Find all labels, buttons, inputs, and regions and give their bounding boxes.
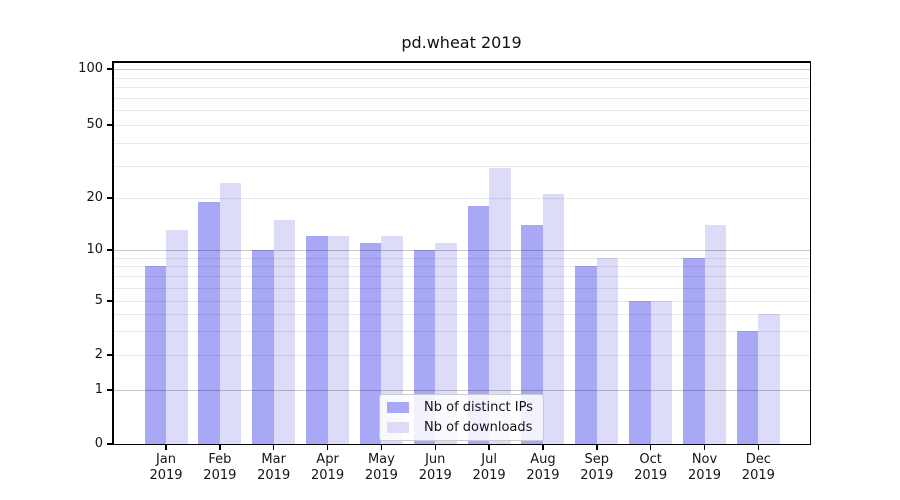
x-tick-jun: [434, 445, 436, 450]
x-tick-label-jul: Jul 2019: [472, 452, 506, 483]
minor-gridline-60: [113, 110, 810, 112]
y-tick-100: [107, 68, 112, 70]
x-tick-may: [380, 445, 383, 450]
plot-area: [113, 61, 810, 444]
y-tick-label-1: 1: [94, 382, 103, 397]
minor-gridline-9: [113, 257, 810, 259]
y-tick-5: [107, 300, 112, 302]
major-gridline-1: [113, 390, 810, 391]
y-tick-20: [107, 197, 112, 199]
minor-gridline-20: [113, 198, 810, 199]
bar-distinct-ips-sep: [575, 266, 597, 444]
bar-downloads-dec: [758, 314, 780, 444]
legend: Nb of distinct IPs Nb of downloads: [379, 394, 544, 441]
bar-distinct-ips-feb: [198, 201, 220, 444]
minor-gridline-70: [113, 97, 810, 99]
y-tick-0: [107, 443, 112, 445]
minor-gridline-6: [113, 287, 810, 289]
bar-downloads-aug: [542, 194, 565, 444]
bar-distinct-ips-aug: [521, 224, 543, 444]
bar-distinct-ips-nov: [683, 257, 705, 444]
minor-gridline-7: [113, 276, 810, 278]
bottom-spine: [112, 443, 811, 445]
x-tick-label-oct: Oct 2019: [634, 452, 668, 483]
bar-distinct-ips-may: [359, 242, 382, 444]
legend-label-downloads: Nb of downloads: [424, 420, 533, 435]
x-tick-sep: [596, 445, 598, 450]
x-tick-label-nov: Nov 2019: [687, 452, 722, 483]
x-tick-aug: [542, 445, 544, 450]
y-tick-label-0: 0: [94, 436, 103, 451]
minor-gridline-5: [113, 301, 810, 302]
y-tick-10: [107, 249, 112, 251]
x-tick-label-jun: Jun 2019: [418, 452, 452, 483]
bar-downloads-oct: [650, 301, 673, 444]
x-tick-label-jan: Jan 2019: [149, 452, 183, 483]
minor-gridline-40: [113, 142, 810, 144]
x-tick-label-feb: Feb 2019: [203, 452, 237, 483]
bar-distinct-ips-oct: [629, 301, 651, 444]
x-tick-label-apr: Apr 2019: [311, 452, 345, 483]
y-tick-label-20: 20: [86, 190, 103, 205]
bar-downloads-feb: [219, 183, 242, 444]
y-tick-label-50: 50: [86, 117, 103, 132]
y-tick-label-5: 5: [94, 293, 103, 308]
major-gridline-10: [113, 250, 810, 251]
y-tick-2: [107, 354, 112, 356]
minor-gridline-3: [113, 331, 810, 333]
y-tick-label-100: 100: [78, 61, 103, 76]
bar-downloads-jul: [489, 168, 511, 444]
minor-gridline-4: [113, 314, 810, 316]
x-tick-nov: [703, 445, 706, 450]
bar-downloads-jun: [435, 242, 457, 444]
x-tick-mar: [272, 445, 275, 450]
bar-distinct-ips-jul: [467, 205, 490, 444]
x-tick-jul: [488, 445, 490, 450]
x-tick-label-aug: Aug 2019: [526, 452, 560, 483]
minor-gridline-50: [113, 125, 810, 126]
bar-distinct-ips-jan: [144, 266, 166, 444]
minor-gridline-30: [113, 165, 810, 167]
minor-gridline-80: [113, 87, 810, 89]
chart-title: pd.wheat 2019: [401, 33, 522, 52]
bar-downloads-jan: [166, 230, 188, 444]
minor-gridline-2: [113, 355, 810, 356]
left-spine: [112, 61, 114, 445]
minor-gridline-8: [113, 266, 810, 268]
right-spine: [809, 61, 811, 445]
x-tick-label-mar: Mar 2019: [257, 452, 291, 483]
legend-swatch-distinct-ips: [387, 402, 409, 413]
x-tick-dec: [757, 445, 760, 450]
minor-gridline-90: [113, 77, 810, 79]
x-tick-apr: [326, 445, 329, 450]
y-tick-1: [107, 389, 112, 391]
major-gridline-100: [113, 69, 810, 70]
y-tick-50: [107, 124, 112, 126]
legend-item-downloads: Nb of downloads: [387, 420, 533, 435]
bar-downloads-apr: [327, 236, 350, 444]
x-tick-label-may: May 2019: [364, 452, 398, 483]
x-tick-feb: [219, 445, 221, 450]
bar-downloads-nov: [704, 224, 726, 444]
x-tick-jan: [165, 445, 167, 450]
x-tick-label-sep: Sep 2019: [580, 452, 614, 483]
legend-swatch-downloads: [387, 422, 409, 433]
bar-downloads-mar: [273, 219, 296, 444]
y-tick-label-10: 10: [86, 242, 103, 257]
bar-distinct-ips-dec: [736, 331, 759, 444]
legend-label-distinct-ips: Nb of distinct IPs: [424, 400, 533, 415]
x-tick-oct: [649, 445, 652, 450]
legend-item-distinct-ips: Nb of distinct IPs: [387, 400, 533, 415]
bar-downloads-sep: [596, 257, 619, 444]
bar-distinct-ips-apr: [306, 236, 328, 444]
bar-downloads-may: [381, 236, 403, 444]
top-spine: [112, 61, 811, 63]
y-tick-label-2: 2: [94, 347, 103, 362]
bar-distinct-ips-mar: [252, 250, 274, 444]
x-tick-label-dec: Dec 2019: [741, 452, 775, 483]
